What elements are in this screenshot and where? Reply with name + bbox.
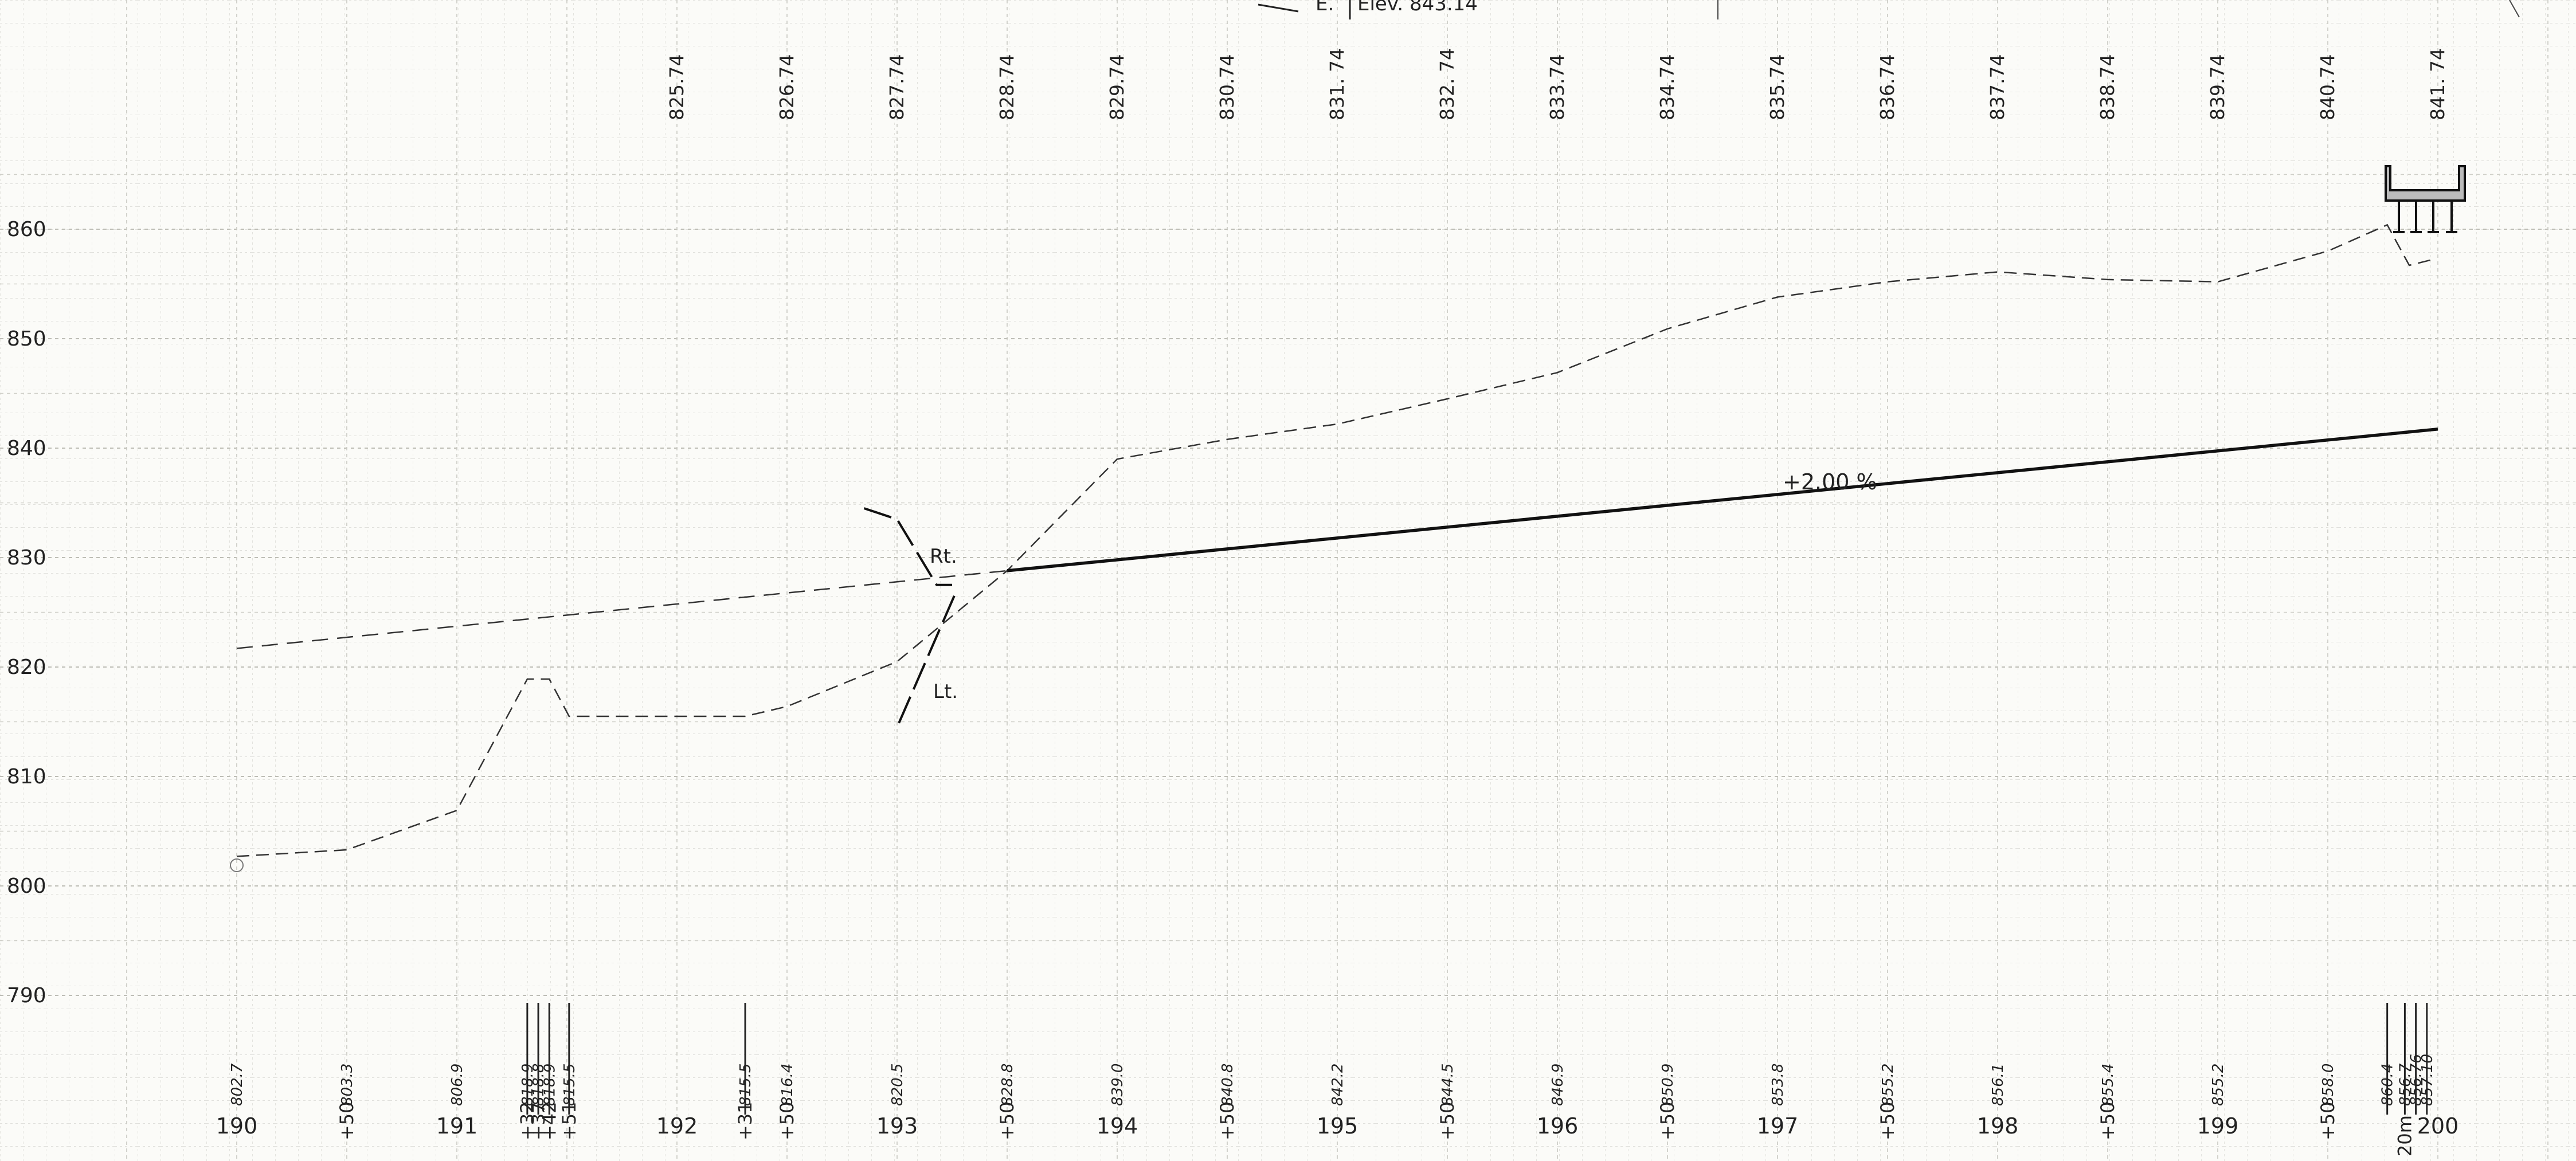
station-label: 191 bbox=[436, 1113, 478, 1139]
lt-label: Lt. bbox=[933, 680, 958, 703]
grade-elevation-row: 825.74 826.74 827.74 828.74 829.74 830.74 831.… bbox=[665, 48, 2449, 120]
station-label: 192 bbox=[656, 1113, 698, 1139]
station-label: 199 bbox=[2197, 1113, 2239, 1139]
ground-elevation-label: 828.8 bbox=[999, 1064, 1016, 1106]
header-block: E. Elev. 843.14 bbox=[1258, 0, 2520, 19]
ground-elevation-label: 806.9 bbox=[449, 1064, 466, 1106]
station-plus-label: +50 bbox=[776, 1101, 798, 1140]
station-label: 196 bbox=[1537, 1113, 1579, 1139]
station-plus-label: +50 bbox=[1877, 1101, 1898, 1140]
ground-elevation-label: 839.0 bbox=[1109, 1064, 1126, 1106]
profile-lines bbox=[230, 223, 2438, 872]
ground-elevation-label: 802.7 bbox=[229, 1063, 246, 1106]
grade-elevation-label: 833.74 bbox=[1546, 54, 1568, 120]
header-arc-right bbox=[2509, 0, 2520, 18]
existing-grade-line bbox=[236, 570, 1008, 649]
elevation-tick-label: 800 bbox=[7, 874, 46, 898]
grade-elevation-label: 827.74 bbox=[886, 54, 908, 120]
station-plus-label: +50 bbox=[336, 1101, 358, 1140]
station-plus-label: +50 bbox=[2317, 1101, 2339, 1140]
station-plus-label: +50 bbox=[1436, 1101, 1458, 1140]
grade-elevation-label: 834.74 bbox=[1656, 54, 1678, 120]
grade-elevation-label: 836.74 bbox=[1876, 54, 1898, 120]
ground-elevation-label: 855.2 bbox=[1880, 1064, 1897, 1106]
ground-elevation-label: 844.5 bbox=[1439, 1064, 1457, 1106]
header-station-mark: E. bbox=[1316, 0, 1334, 15]
elevation-axis: 860 850 840 830 820 810 800 790 bbox=[7, 218, 46, 1007]
rt-label: Rt. bbox=[930, 545, 957, 568]
ground-elevation-label: 850.9 bbox=[1659, 1064, 1677, 1106]
station-plus-label: 20m bbox=[2394, 1115, 2416, 1156]
ground-elevation-label: 842.2 bbox=[1329, 1064, 1346, 1106]
ground-elevation-label: 846.9 bbox=[1549, 1064, 1567, 1106]
station-plus-label: +50 bbox=[2097, 1101, 2119, 1140]
grade-elevation-label: 831. 74 bbox=[1326, 48, 1348, 120]
grade-elevation-label: 838.74 bbox=[2096, 54, 2119, 120]
station-label: 198 bbox=[1977, 1113, 2019, 1139]
grade-elevation-label: 825.74 bbox=[665, 54, 688, 120]
ground-elevation-label: 803.3 bbox=[339, 1064, 356, 1106]
station-label: 200 bbox=[2417, 1113, 2459, 1139]
elevation-tick-label: 790 bbox=[7, 984, 46, 1007]
header-elevation-label: Elev. 843.14 bbox=[1357, 0, 1478, 15]
grade-elevation-label: 826.74 bbox=[776, 54, 798, 120]
ground-elevation-label: 840.8 bbox=[1219, 1064, 1236, 1106]
station-tick-marks bbox=[526, 1003, 2428, 1115]
station-plus-label: +50 bbox=[996, 1101, 1018, 1140]
bridge-deck bbox=[2385, 165, 2466, 202]
grade-elevation-label: 837.74 bbox=[1986, 54, 2009, 120]
grade-elevation-label: 841. 74 bbox=[2426, 48, 2449, 120]
ground-elevation-label: 820.5 bbox=[889, 1064, 906, 1106]
start-point-marker bbox=[230, 858, 244, 872]
elevation-tick-label: 810 bbox=[7, 765, 46, 789]
ground-elevation-label: 858.0 bbox=[2320, 1064, 2337, 1106]
right-side-line bbox=[863, 507, 952, 586]
ground-elevation-label: 855.2 bbox=[2210, 1064, 2227, 1106]
grade-elevation-label: 835.74 bbox=[1766, 54, 1788, 120]
station-label: 193 bbox=[876, 1113, 918, 1139]
elevation-tick-label: 850 bbox=[7, 327, 46, 351]
station-label: 194 bbox=[1097, 1113, 1138, 1139]
station-axis: 190 +50 191 +32+37+42+51 192 +31 +50 193 +50 194 +… bbox=[216, 1101, 2459, 1156]
ground-profile-line bbox=[236, 223, 2432, 857]
station-plus-label: +50 bbox=[1216, 1101, 1238, 1140]
elevation-tick-label: 820 bbox=[7, 656, 46, 679]
grade-elevation-label: 830.74 bbox=[1216, 54, 1238, 120]
elevation-tick-label: 840 bbox=[7, 437, 46, 460]
station-label: 197 bbox=[1757, 1113, 1799, 1139]
ground-elevation-label: 853.8 bbox=[1769, 1064, 1787, 1106]
ground-elevation-row: 802.7803.3806.9818.9818.8818.9815.5815.5… bbox=[229, 1054, 2436, 1106]
ground-elevation-label: 855.4 bbox=[2100, 1064, 2117, 1106]
elevation-tick-label: 860 bbox=[7, 218, 46, 241]
grade-elevation-label: 832. 74 bbox=[1436, 48, 1458, 120]
grade-elevation-label: 829.74 bbox=[1106, 54, 1128, 120]
proposed-grade-line bbox=[1007, 427, 2438, 572]
grade-elevation-label: 840.74 bbox=[2316, 54, 2339, 120]
ground-elevation-label: 816.4 bbox=[779, 1064, 796, 1106]
station-plus-label: +50 bbox=[1657, 1101, 1678, 1140]
bridge-end-symbol bbox=[2385, 165, 2466, 233]
grade-elevation-label: 828.74 bbox=[996, 54, 1018, 120]
grade-elevation-label: 839.74 bbox=[2206, 54, 2229, 120]
left-side-line bbox=[896, 595, 956, 728]
line-annotations: +2.00 % Rt. Lt. bbox=[930, 469, 1877, 703]
elevation-tick-label: 830 bbox=[7, 546, 46, 570]
station-label: 195 bbox=[1317, 1113, 1359, 1139]
station-label: 190 bbox=[216, 1113, 258, 1139]
grade-label: +2.00 % bbox=[1783, 469, 1877, 495]
ground-elevation-label: 856.1 bbox=[1990, 1064, 2007, 1106]
header-arc bbox=[1258, 3, 1299, 13]
